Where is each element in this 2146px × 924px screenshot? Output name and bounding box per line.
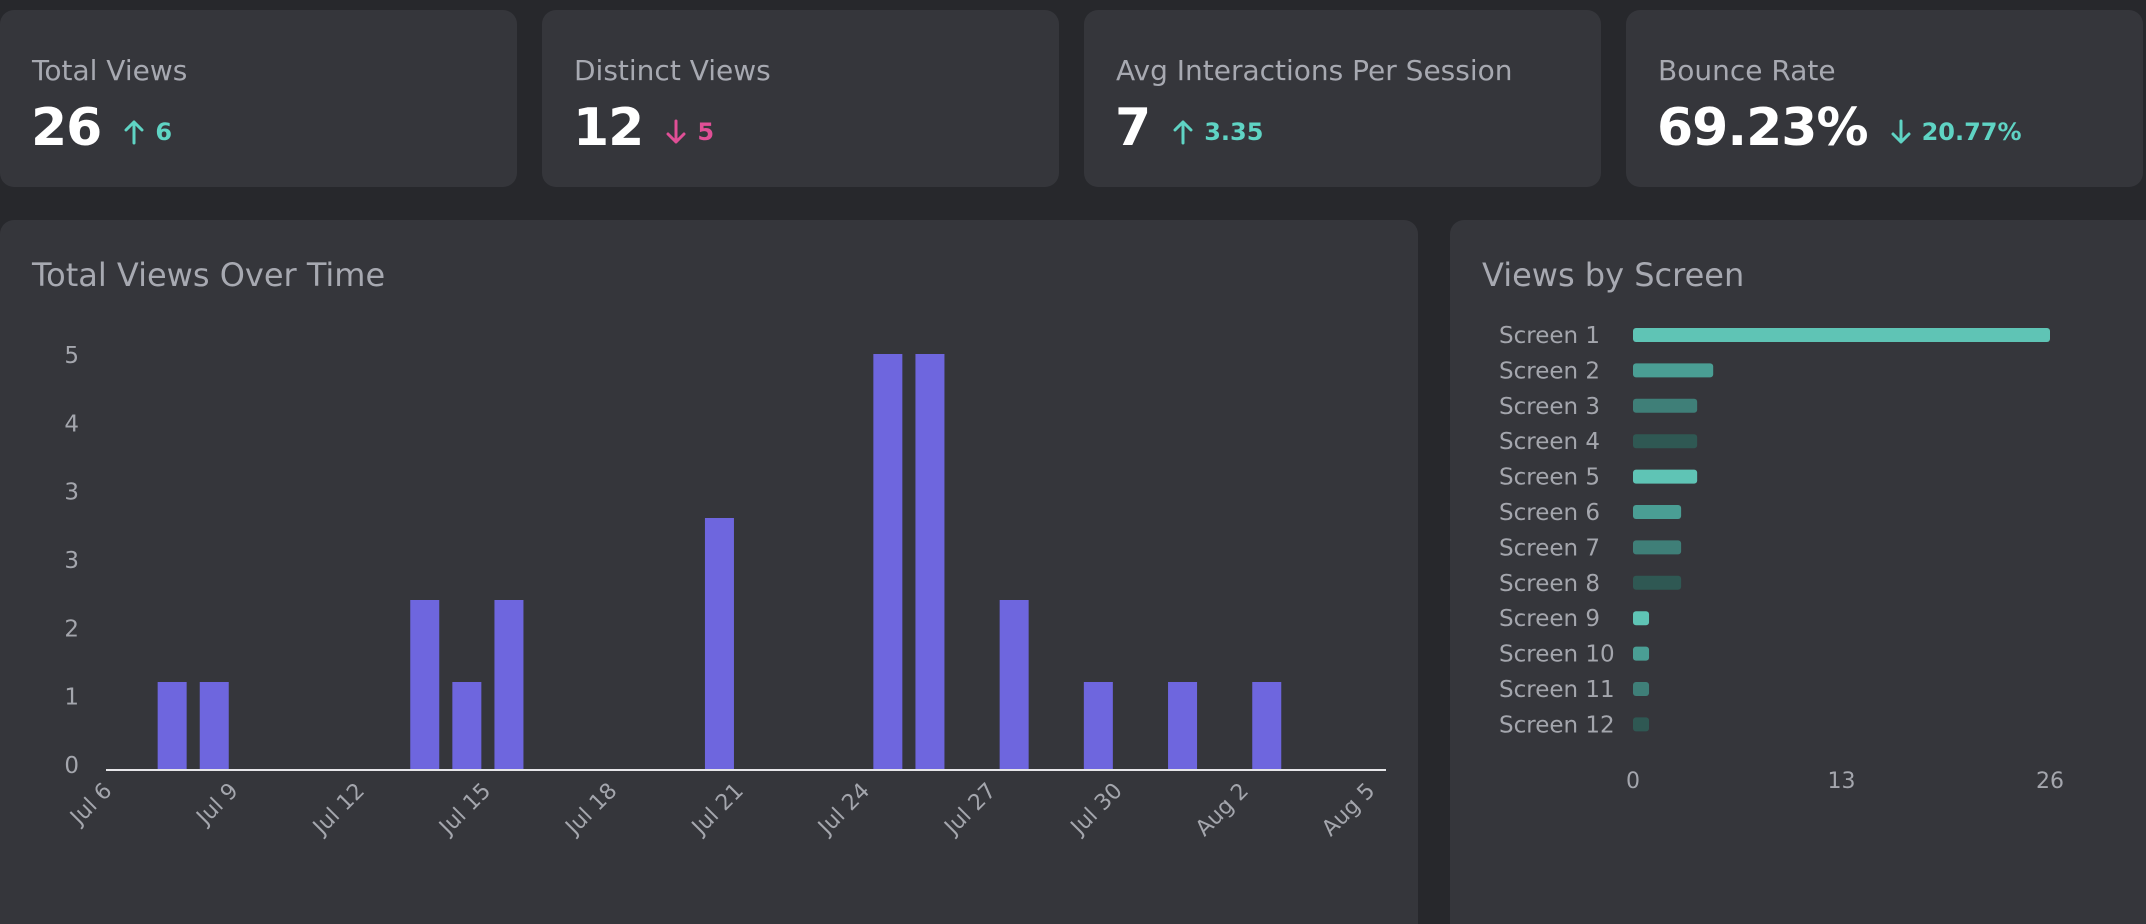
stat-title: Total Views: [32, 54, 188, 87]
arrow-up-icon: [124, 120, 144, 145]
screen-label: Screen 10: [1499, 642, 1615, 668]
screen-bar: [1633, 717, 1650, 732]
screen-bar: [1633, 363, 1714, 378]
stat-title: Avg Interactions Per Session: [1116, 54, 1513, 87]
screen-bar: [1633, 398, 1698, 413]
screen-label: Screen 4: [1499, 429, 1600, 455]
time-bar: [494, 600, 524, 770]
screen-label: Screen 3: [1499, 394, 1600, 420]
x-tick-label: Jul 15: [434, 779, 497, 842]
x-tick-label: Jul 6: [65, 779, 118, 832]
stat-value: 12: [573, 98, 644, 158]
x-tick-label: Jul 9: [191, 779, 244, 832]
screen-label: Screen 9: [1499, 606, 1600, 632]
total-views-over-time-panel: Total Views Over Time 0 1 2 3 3 4 5 Jul 6 Jul 9 J…: [0, 220, 1418, 924]
screen-label: Screen 7: [1499, 535, 1600, 561]
x-tick-label: 26: [2036, 769, 2064, 794]
screen-bar: [1633, 646, 1650, 661]
screen-bar: [1633, 469, 1698, 484]
stat-value-row: 7 3.35: [1115, 98, 1263, 158]
time-bar: [410, 600, 440, 770]
x-tick-label: Jul 12: [307, 779, 370, 842]
stat-card-total-views: Total Views 26 6: [0, 10, 517, 187]
views-by-screen-panel: Views by Screen Screen 1 Screen 2 Screen 3…: [1450, 220, 2146, 924]
stat-delta-value: 3.35: [1204, 118, 1264, 146]
stat-value: 7: [1115, 98, 1151, 158]
screen-bar: [1633, 434, 1698, 449]
time-bar: [1083, 682, 1113, 770]
views-by-screen-chart: Screen 1 Screen 2 Screen 3 Screen 4 Screen 5…: [1499, 323, 2064, 794]
stat-value-row: 12 5: [573, 98, 714, 158]
x-tick-label: Jul 24: [812, 779, 875, 842]
stat-card-bounce-rate: Bounce Rate 69.23% 20.77%: [1626, 10, 2143, 187]
stat-delta-value: 20.77%: [1921, 118, 2022, 146]
stat-card-avg-interactions: Avg Interactions Per Session 7 3.35: [1084, 10, 1601, 187]
screen-bar: [1633, 611, 1650, 626]
y-tick-label: 2: [64, 616, 79, 642]
y-tick-label: 3: [64, 480, 79, 506]
time-bar: [199, 682, 229, 770]
x-tick-label: Aug 5: [1317, 779, 1380, 842]
total-views-chart: 0 1 2 3 3 4 5 Jul 6 Jul 9 Jul 12 Jul 15 Jul 18 Jul 2…: [64, 343, 1386, 842]
y-tick-label: 0: [64, 753, 79, 779]
x-tick-label: Jul 30: [1065, 779, 1128, 842]
screen-bar: [1633, 540, 1682, 555]
arrow-down-icon: [666, 119, 686, 144]
y-tick-label: 4: [64, 411, 79, 437]
time-bar: [157, 682, 187, 770]
screen-label: Screen 11: [1499, 677, 1615, 703]
chart-title: Views by Screen: [1482, 256, 1745, 294]
x-tick-label: 0: [1626, 769, 1640, 794]
stat-value: 69.23%: [1657, 98, 1869, 158]
screen-label: Screen 8: [1499, 571, 1600, 597]
y-tick-label: 1: [64, 685, 79, 711]
time-bar: [1252, 682, 1282, 770]
screen-bar: [1633, 505, 1682, 519]
screen-label: Screen 2: [1499, 358, 1600, 384]
chart-title: Total Views Over Time: [32, 256, 386, 294]
screen-bar: [1633, 328, 2050, 342]
x-tick-label: Jul 21: [686, 779, 749, 842]
stat-delta: 3.35: [1172, 118, 1263, 146]
x-tick-label: Jul 18: [560, 779, 623, 842]
time-bar: [1168, 682, 1198, 770]
screen-label: Screen 12: [1499, 712, 1615, 738]
stat-value: 26: [31, 98, 102, 158]
y-tick-label: 3: [64, 548, 79, 574]
stat-title: Bounce Rate: [1658, 54, 1836, 87]
time-bar: [452, 682, 482, 770]
stat-card-distinct-views: Distinct Views 12 5: [542, 10, 1059, 187]
screen-label: Screen 6: [1499, 500, 1600, 526]
stat-delta: 6: [123, 118, 172, 146]
arrow-down-icon: [1891, 119, 1911, 144]
stat-delta: 5: [665, 118, 714, 146]
y-tick-label: 5: [64, 343, 79, 369]
time-bar: [704, 518, 734, 770]
screen-label: Screen 1: [1499, 323, 1600, 349]
stat-value-row: 26 6: [31, 98, 172, 158]
x-tick-label: Aug 2: [1191, 779, 1254, 842]
time-bar: [915, 354, 945, 770]
time-bar: [873, 354, 903, 770]
stat-delta-value: 6: [155, 118, 173, 146]
screen-bar: [1633, 682, 1650, 696]
arrow-up-icon: [1173, 120, 1193, 145]
stat-value-row: 69.23% 20.77%: [1657, 98, 2022, 158]
screen-bar: [1633, 575, 1682, 590]
stat-delta: 20.77%: [1890, 118, 2022, 146]
x-tick-label: Jul 27: [939, 779, 1002, 842]
x-tick-label: 13: [1828, 769, 1856, 794]
screen-label: Screen 5: [1499, 465, 1600, 491]
time-bar: [999, 600, 1029, 770]
stat-delta-value: 5: [697, 118, 715, 146]
stat-title: Distinct Views: [574, 54, 771, 87]
